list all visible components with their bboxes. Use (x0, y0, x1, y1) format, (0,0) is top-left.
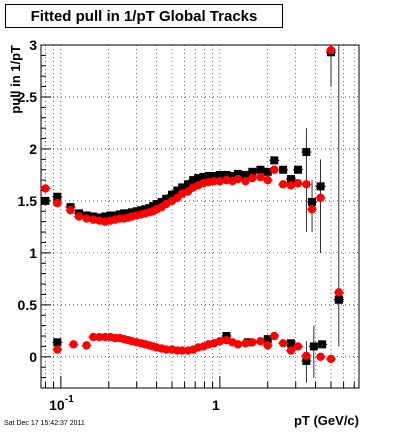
y-tick-label: 0 (29, 349, 37, 365)
data-point-circle (286, 346, 296, 355)
data-point-square (168, 190, 177, 199)
data-point-square (263, 167, 272, 176)
data-point-circle (316, 352, 325, 362)
data-point-circle (263, 175, 272, 185)
data-point-square (162, 194, 171, 203)
data-point-square (152, 200, 161, 209)
data-point-square (241, 170, 250, 179)
data-point-circle (334, 288, 344, 297)
data-point-circle (233, 174, 243, 184)
data-point-circle (41, 184, 50, 193)
data-point-circle (241, 176, 250, 186)
data-point-square (215, 170, 224, 179)
data-point-circle (248, 173, 257, 183)
y-tick-label: 0.5 (18, 297, 38, 313)
data-point-square (41, 196, 50, 205)
data-point-circle (263, 341, 272, 350)
data-point-circle (241, 339, 250, 348)
data-point-square (302, 356, 311, 365)
data-point-square (279, 165, 288, 174)
data-point-square (256, 165, 265, 174)
chart-title: Fitted pull in 1/pT Global Tracks (30, 8, 258, 25)
data-point-square (286, 339, 295, 348)
data-point-square (286, 175, 295, 184)
data-point-circle (307, 205, 317, 214)
data-point-circle (233, 340, 243, 349)
data-point-circle (69, 340, 78, 349)
timestamp: Sat Dec 17 15:42:37 2011 (4, 420, 85, 427)
data-point-circle (270, 331, 279, 341)
data-point-circle (82, 214, 91, 223)
data-point-circle (162, 345, 171, 354)
data-point-square (157, 197, 166, 206)
data-point-circle (278, 339, 288, 348)
data-point-circle (82, 341, 91, 350)
chart-title-box: Fitted pull in 1/pT Global Tracks (5, 4, 283, 28)
data-point-circle (53, 345, 62, 354)
data-point-square (293, 165, 302, 174)
data-point-circle (215, 337, 225, 346)
data-point-square (173, 186, 182, 195)
data-point-circle (66, 206, 75, 215)
data-point-circle (302, 351, 311, 360)
data-point-square (194, 174, 203, 183)
data-point-square (53, 192, 62, 201)
data-point-circle (215, 176, 225, 186)
data-point-square (316, 182, 325, 191)
data-point-square (263, 335, 272, 344)
data-point-square (101, 212, 110, 221)
data-point-circle (293, 179, 303, 188)
data-point-square (228, 171, 237, 180)
data-point-circle (302, 180, 311, 189)
x-tick-label: 10 (49, 397, 65, 413)
data-point-circle (74, 212, 84, 221)
data-point-square (178, 183, 187, 192)
data-point-circle (316, 193, 325, 202)
grid-lines (41, 44, 359, 388)
data-points (40, 45, 344, 383)
data-point-square (210, 171, 219, 180)
data-point-square (183, 180, 192, 189)
y-tick-label: 1 (29, 245, 37, 261)
x-tick-label: 1 (212, 397, 220, 413)
y-tick-label: 1.5 (18, 193, 38, 209)
data-point-square (189, 176, 198, 185)
data-point-circle (53, 198, 62, 208)
data-point-circle (270, 165, 279, 174)
data-point-circle (209, 176, 219, 186)
data-point-square (309, 342, 318, 351)
data-point-square (199, 173, 208, 182)
data-point-square (302, 148, 311, 157)
data-point-square (270, 156, 279, 165)
y-axis-ticks: 0 0.5 1 1.5 2 2.5 3 (18, 37, 51, 389)
y-axis-title: pull in 1/pT (8, 45, 23, 114)
data-point-circle (256, 172, 265, 182)
data-point-circle (89, 215, 98, 224)
x-axis-ticks: 10 -1 1 (44, 376, 355, 413)
y-tick-label: 3 (29, 37, 37, 53)
data-point-square (53, 338, 62, 347)
data-point-square (318, 340, 327, 349)
data-point-square (334, 295, 343, 304)
data-point-square (308, 197, 317, 206)
data-point-circle (326, 354, 336, 364)
y-tick-label: 2 (29, 141, 37, 157)
data-point-circle (89, 332, 98, 342)
data-point-square (233, 169, 242, 178)
data-point-square (204, 171, 213, 180)
x-tick-exponent: -1 (65, 394, 74, 405)
data-point-circle (293, 342, 303, 351)
data-point-square (222, 170, 231, 179)
data-point-circle (278, 180, 288, 189)
data-point-circle (326, 45, 336, 55)
data-point-circle (248, 338, 257, 347)
y-tick-label: 2.5 (18, 89, 38, 105)
data-point-circle (256, 337, 265, 346)
data-point-square (248, 167, 257, 176)
x-axis-title: pT (GeV/c) (294, 413, 359, 428)
